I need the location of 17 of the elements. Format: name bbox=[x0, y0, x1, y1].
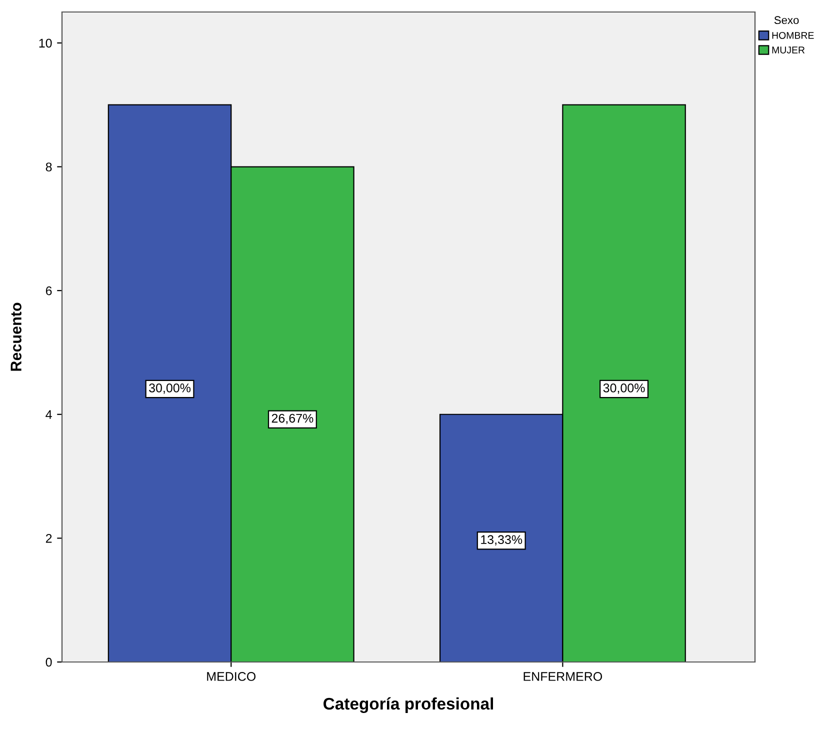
legend-label: HOMBRE bbox=[772, 32, 814, 39]
annotation: 13,33% bbox=[481, 535, 522, 546]
x-tick-label: ENFERMERO bbox=[524, 672, 602, 681]
y-axis-title: Recuento bbox=[10, 302, 22, 371]
x-tick-label: MEDICO bbox=[207, 672, 256, 681]
x-axis-title: Categoría profesional bbox=[324, 697, 493, 714]
legend-title: Sexo bbox=[774, 16, 799, 24]
y-tick-label: 8 bbox=[46, 162, 52, 172]
annotation: 26,67% bbox=[272, 414, 314, 424]
y-tick-label: 2 bbox=[46, 534, 52, 543]
y-tick-label: 10 bbox=[39, 38, 52, 48]
y-tick-label: 6 bbox=[46, 286, 52, 296]
y-tick-label: 0 bbox=[46, 658, 52, 667]
annotation: 30,00% bbox=[603, 384, 645, 394]
legend-label: MUJER bbox=[772, 46, 805, 54]
annotation: 30,00% bbox=[149, 384, 191, 394]
y-tick-label: 4 bbox=[46, 410, 52, 419]
